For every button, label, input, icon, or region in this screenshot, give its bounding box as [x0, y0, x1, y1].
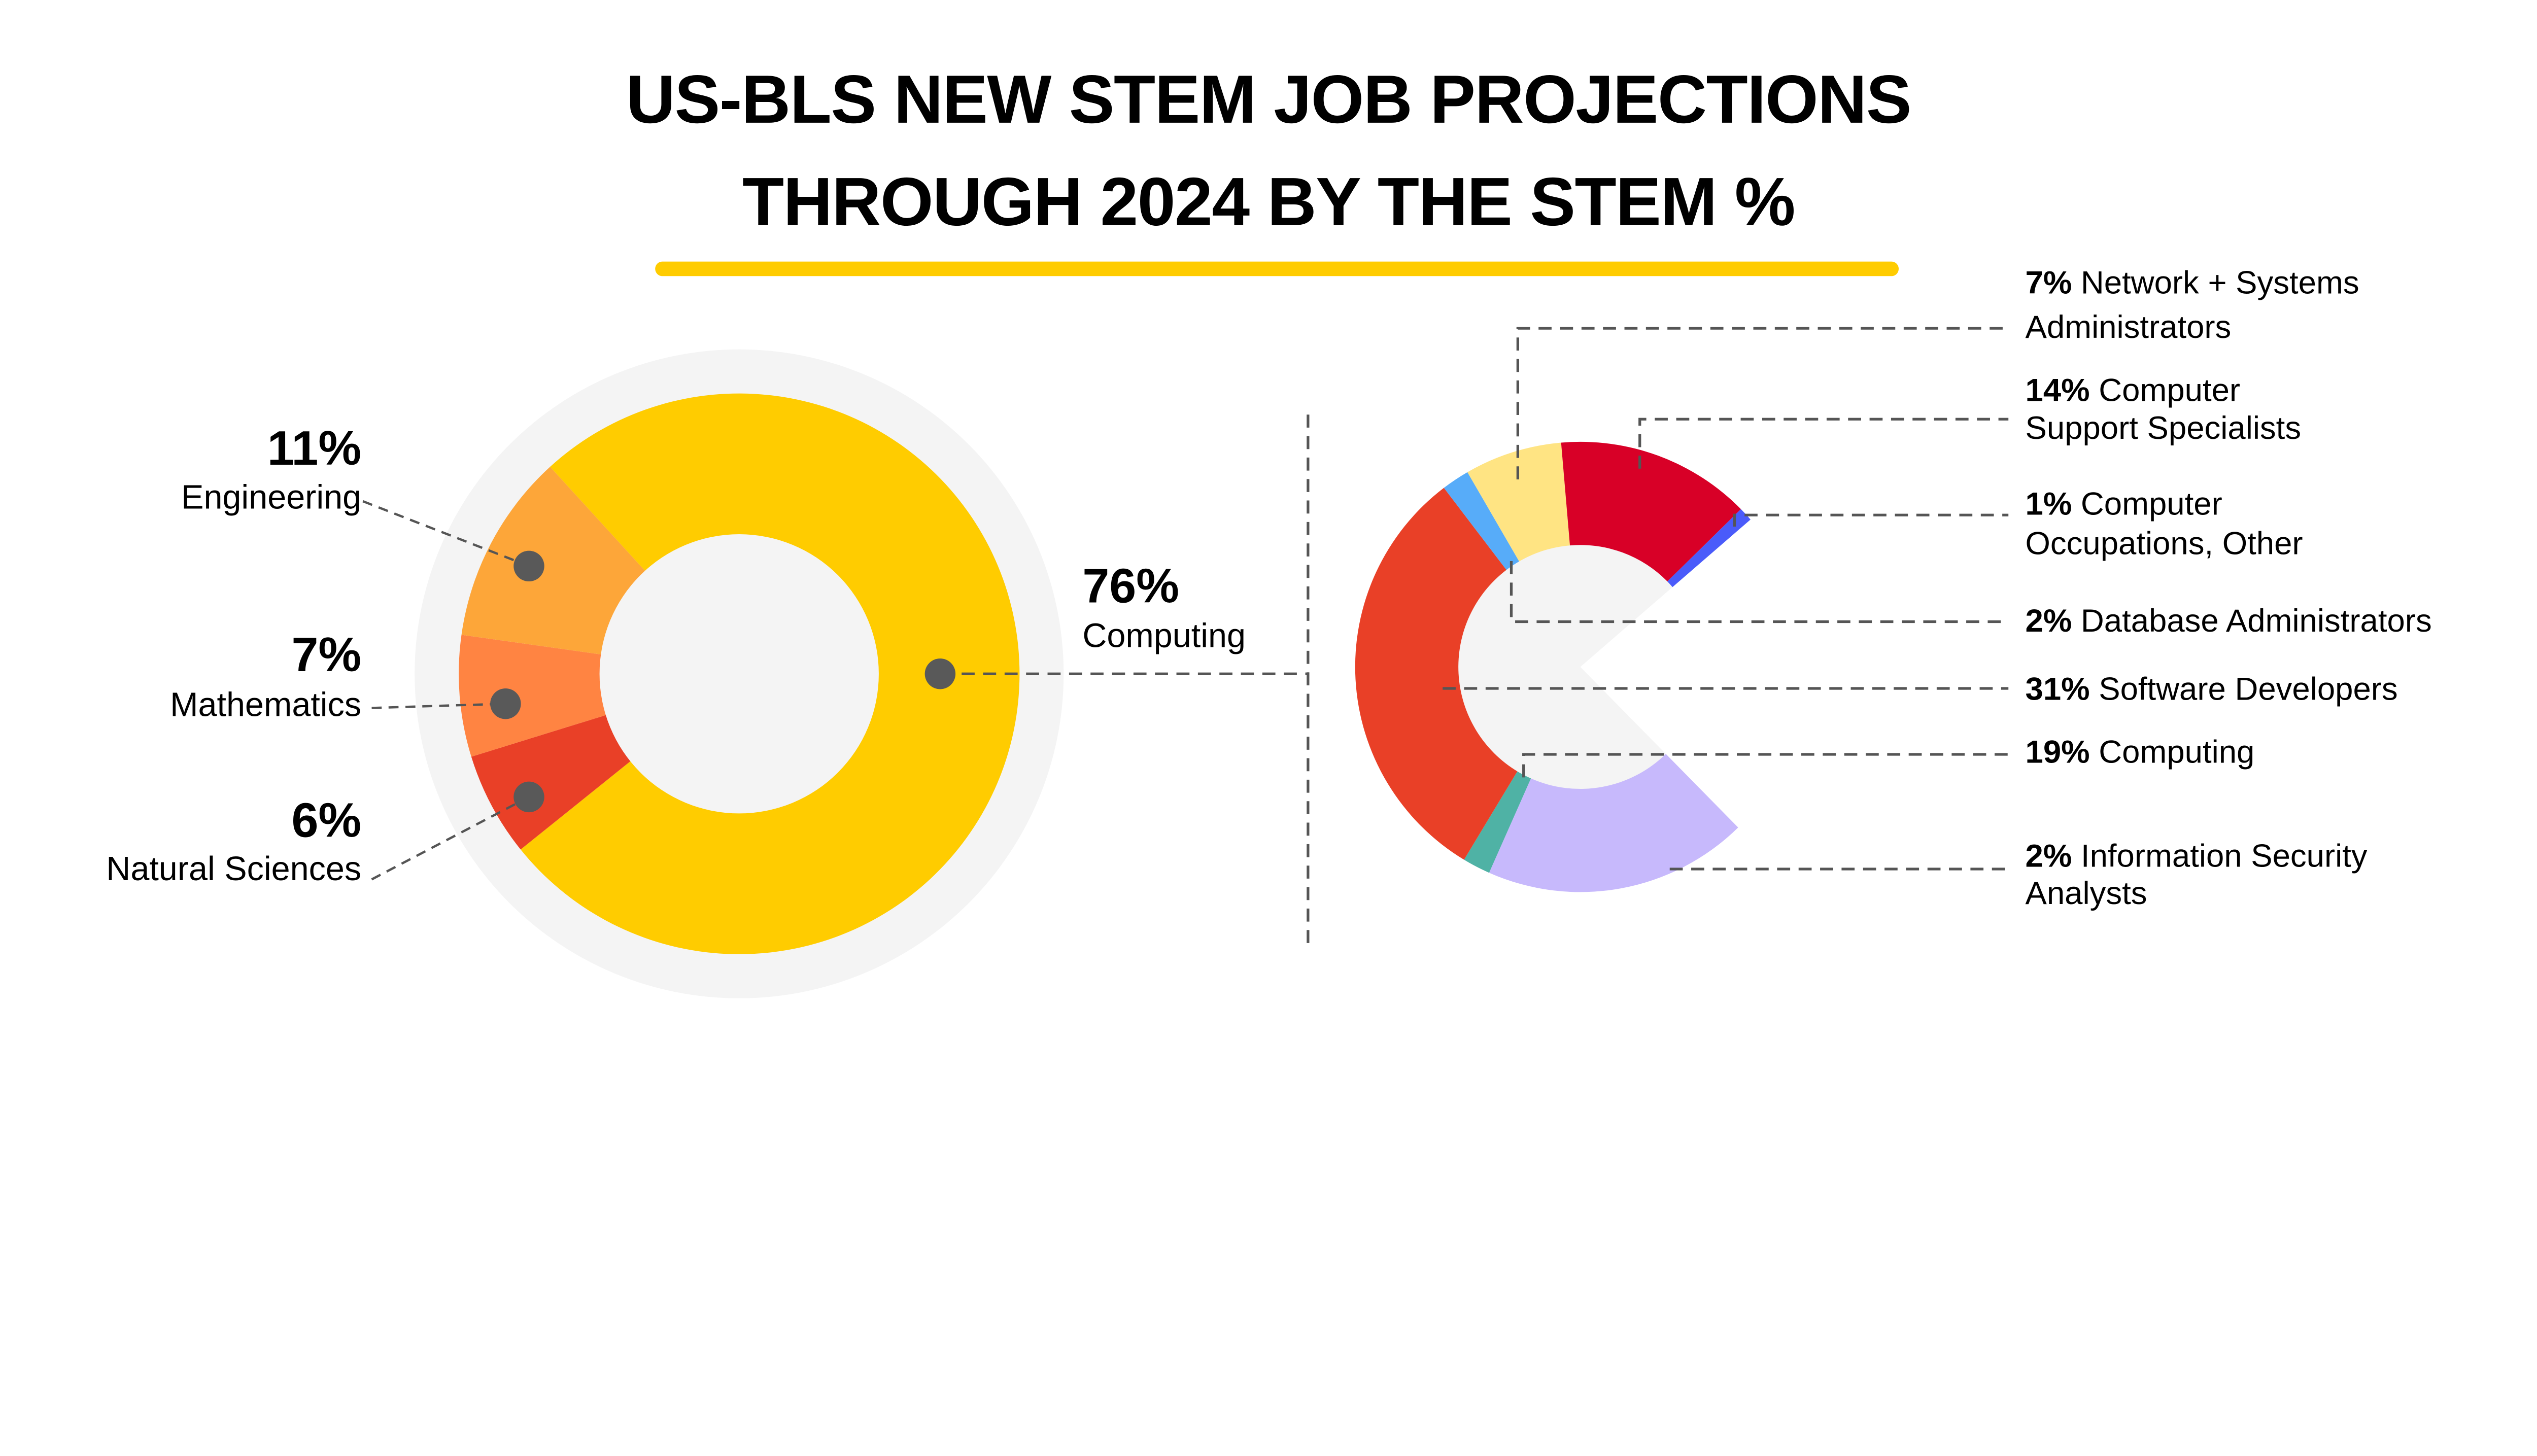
label-pct-engineering: 11%	[267, 422, 361, 475]
marker-natural-sciences	[513, 781, 544, 813]
right-label-line: Support Specialists	[2026, 410, 2302, 446]
right-connectors	[1443, 327, 2009, 871]
right-label-pct: 2%	[2026, 603, 2081, 639]
right-label-pct: 7%	[2026, 265, 2081, 300]
segment-1	[1464, 771, 1531, 873]
stem-donut-chart	[415, 349, 1064, 998]
segment-5	[1561, 441, 1741, 582]
connector-mathematics	[371, 702, 506, 709]
right-label-line: 7% Network + Systems	[2026, 265, 2359, 300]
right-label-computing: 19% Computing	[2026, 735, 2255, 770]
segment-4	[1467, 442, 1570, 562]
right-label-line: 1% Computer	[2026, 487, 2222, 522]
right-label-text: Computing	[2099, 735, 2254, 770]
left-labels: 11% Engineering 7% Mathematics 6% Natura…	[106, 422, 1246, 888]
right-label-text: Support Specialists	[2026, 410, 2302, 446]
slice-natural-sciences	[471, 714, 632, 850]
right-label-text: Occupations, Other	[2026, 526, 2303, 561]
right-label-software-developers: 31% Software Developers	[2026, 672, 2398, 707]
right-label-text: Administrators	[2026, 309, 2232, 345]
right-label-line: 14% Computer	[2026, 373, 2241, 408]
label-mathematics: Mathematics	[170, 686, 361, 723]
segment-6	[1667, 509, 1751, 587]
marker-engineering	[513, 550, 544, 582]
right-label-line: 31% Software Developers	[2026, 672, 2398, 707]
donut-hole	[599, 534, 879, 814]
connector-1	[1638, 418, 2009, 469]
connector-2	[1733, 513, 2009, 527]
computing-breakdown-chart	[1355, 441, 1751, 892]
label-computing: Computing	[1082, 617, 1246, 654]
title-line-2: THROUGH 2024 BY THE STEM %	[742, 163, 1795, 240]
title-underline	[655, 261, 1899, 276]
right-label-text: Computer	[2081, 487, 2222, 522]
slice-engineering	[461, 467, 646, 655]
slice-computing	[521, 393, 1020, 954]
right-label-line: Analysts	[2026, 876, 2147, 911]
right-label-line: 2% Information Security	[2026, 838, 2368, 874]
infographic: US-BLS NEW STEM JOB PROJECTIONS THROUGH …	[106, 61, 2432, 998]
right-label-line: 19% Computing	[2026, 735, 2255, 770]
right-label-pct: 31%	[2026, 672, 2099, 707]
segment-0	[1489, 754, 1738, 892]
connector-natural-sciences	[371, 795, 530, 881]
right-label-pct: 2%	[2026, 838, 2081, 874]
right-label-text: Database Administrators	[2081, 603, 2432, 639]
label-engineering: Engineering	[181, 478, 361, 516]
connector-engineering	[362, 500, 530, 567]
right-label-pct: 14%	[2026, 373, 2099, 408]
label-pct-computing: 76%	[1082, 560, 1179, 613]
right-label-database-administrators: 2% Database Administrators	[2026, 603, 2432, 639]
right-label-computer-occupations-other: 1% Computer Occupations, Other	[2026, 487, 2303, 562]
right-label-text: Network + Systems	[2081, 265, 2359, 300]
label-pct-mathematics: 7%	[291, 628, 361, 682]
label-natural-sciences: Natural Sciences	[106, 850, 361, 888]
label-pct-natural-sciences: 6%	[291, 794, 361, 848]
left-connectors	[362, 500, 1308, 881]
right-label-pct: 1%	[2026, 487, 2081, 522]
right-labels: 7% Network + Systems Administrators 14% Co…	[2026, 265, 2432, 911]
connector-3	[1510, 561, 2009, 623]
title-line-1: US-BLS NEW STEM JOB PROJECTIONS	[626, 61, 1911, 137]
slice-mathematics	[459, 635, 607, 757]
marker-computing	[924, 658, 956, 689]
right-label-text: Software Developers	[2099, 672, 2397, 707]
right-label-line: Occupations, Other	[2026, 526, 2303, 561]
connector-5	[1522, 753, 2009, 778]
right-label-text: Analysts	[2026, 876, 2147, 911]
connector-0	[1516, 327, 2009, 479]
right-label-pct: 19%	[2026, 735, 2099, 770]
right-label-line: Administrators	[2026, 309, 2232, 345]
segment-2	[1355, 488, 1518, 860]
marker-mathematics	[490, 688, 521, 719]
segment-3	[1444, 472, 1520, 570]
right-label-text: Information Security	[2081, 838, 2368, 874]
right-label-line: 2% Database Administrators	[2026, 603, 2432, 639]
right-label-text: Computer	[2099, 373, 2240, 408]
right-label-network-systems-administrators: 7% Network + Systems Administrators	[2026, 265, 2359, 345]
